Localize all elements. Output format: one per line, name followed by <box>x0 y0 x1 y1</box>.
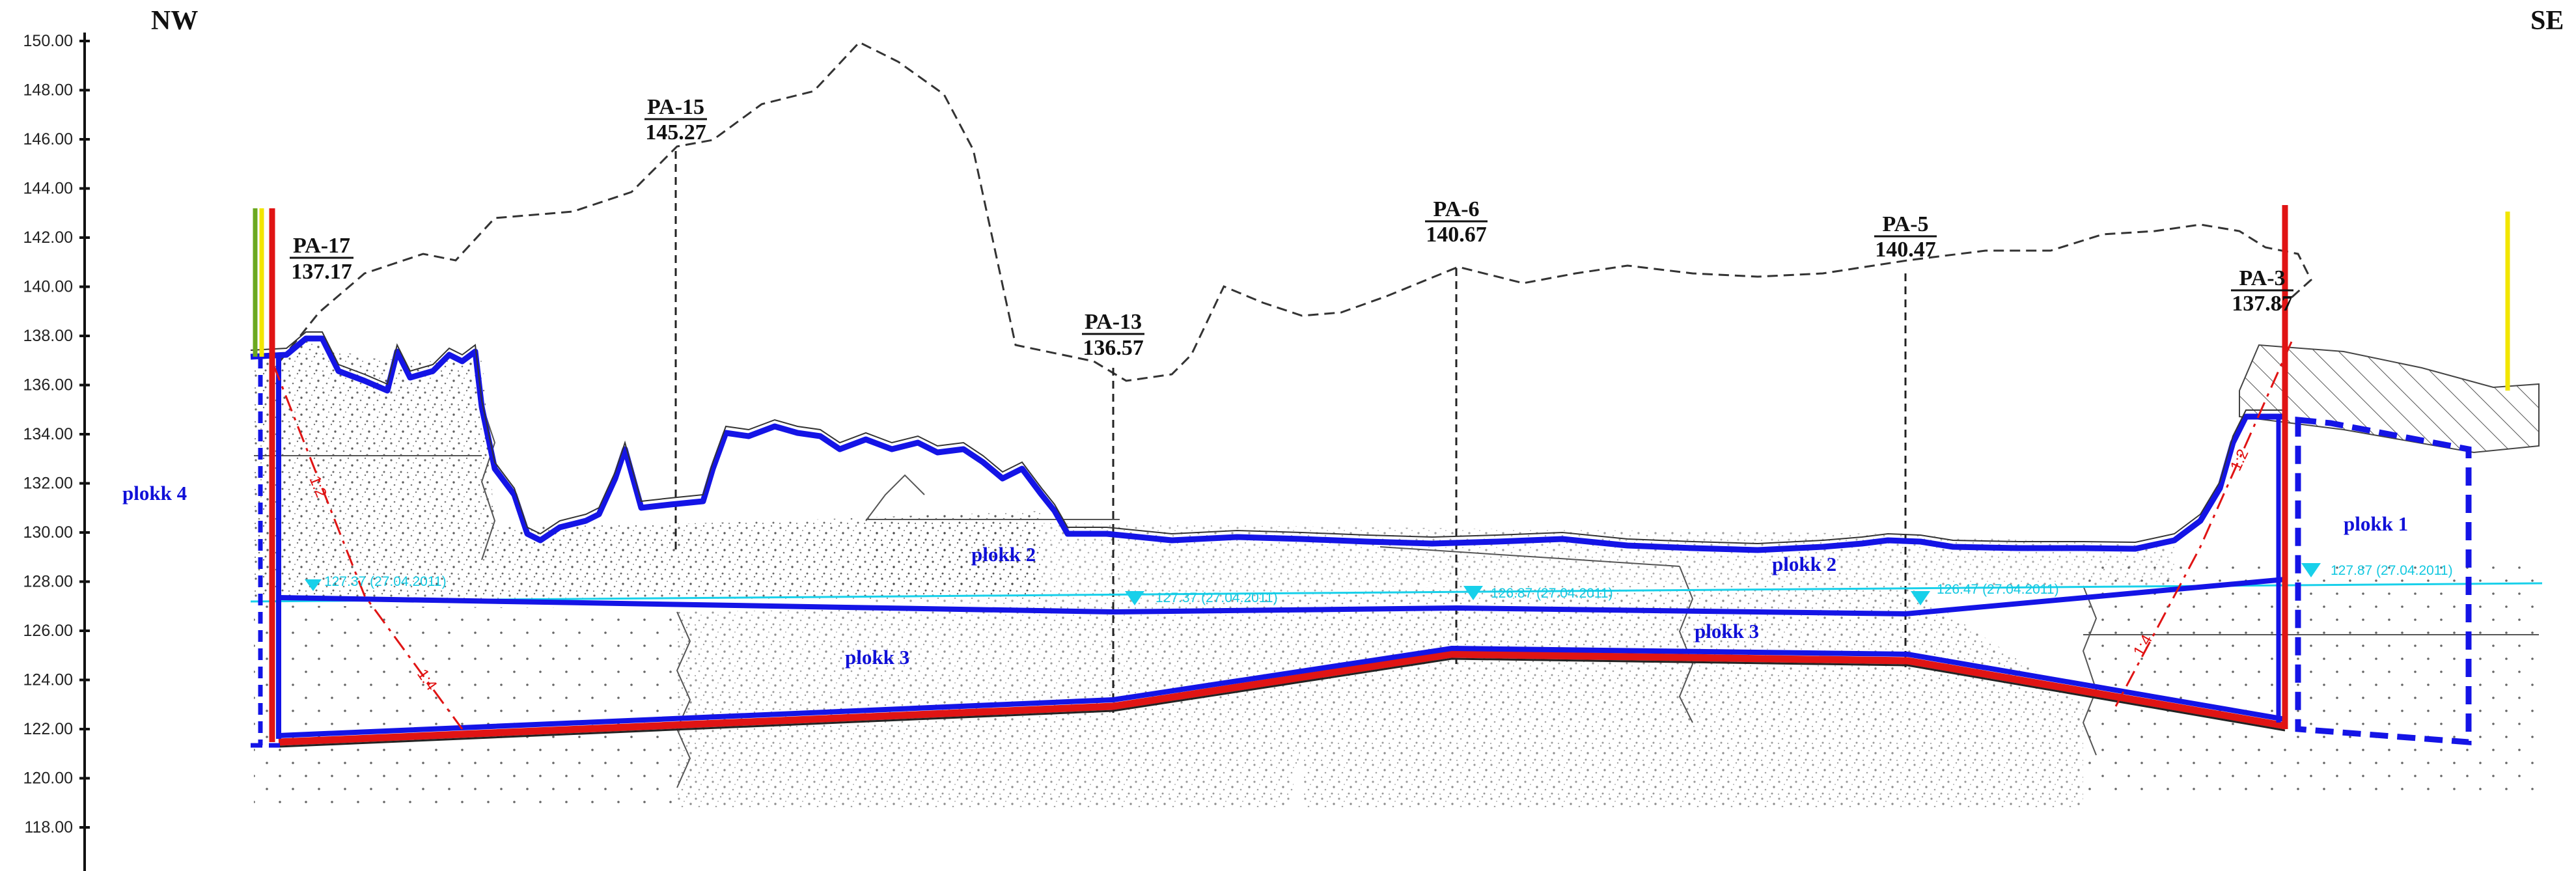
water-level-label: 126.87 (27.04.2011) <box>1491 586 1613 601</box>
borehole-name: PA-6 <box>1433 197 1479 221</box>
borehole-label: PA-5 140.47 <box>1874 212 1937 262</box>
borehole-label: PA-3 137.87 <box>2231 266 2293 316</box>
axis-tick-label: 148.00 <box>23 81 73 100</box>
block-label: plokk 3 <box>1695 620 1759 643</box>
slope-lines <box>272 341 2293 730</box>
borehole-name: PA-3 <box>2239 266 2285 290</box>
water-level-markers: 127.37 (27.04.2011) 127.37 (27.04.2011) … <box>305 563 2453 605</box>
water-marker: 127.37 (27.04.2011) <box>1125 590 1278 605</box>
water-level-label: 127.37 (27.04.2011) <box>324 574 447 589</box>
block-1-outline <box>2295 417 2472 745</box>
orientation-nw: NW <box>151 6 198 36</box>
axis-tick-label: 124.00 <box>23 671 73 689</box>
borehole-label: PA-17 137.17 <box>290 234 353 284</box>
right-wall <box>2276 205 2510 745</box>
axis-tick-label: 136.00 <box>23 376 73 394</box>
water-marker: 126.47 (27.04.2011) <box>1911 582 2059 605</box>
elevation-axis: 150.00 148.00 146.00 144.00 142.00 140.00 138.… <box>23 32 90 871</box>
axis-tick-label: 140.00 <box>23 278 73 296</box>
borehole-label: PA-6 140.67 <box>1425 197 1488 247</box>
excavation-top-contour <box>250 335 2285 553</box>
borehole-name: PA-13 <box>1085 310 1142 334</box>
water-table <box>250 582 2543 603</box>
borehole-elevation: 136.57 <box>1083 336 1144 360</box>
borehole-name: PA-17 <box>293 234 350 258</box>
excavation-bottom <box>278 645 2286 738</box>
excavation-bottom-edge <box>278 657 2286 748</box>
excavation-top-outline <box>250 331 2285 545</box>
borehole-elevation: 137.17 <box>291 260 352 284</box>
borehole-label: PA-13 136.57 <box>1082 310 1144 360</box>
axis-tick-label: 128.00 <box>23 573 73 591</box>
fill-deep-soil <box>677 586 2083 807</box>
axis-tick-label: 118.00 <box>24 818 73 836</box>
left-wall <box>251 208 281 748</box>
water-level-label: 127.87 (27.04.2011) <box>2331 563 2453 578</box>
water-marker: 126.87 (27.04.2011) <box>1463 586 1613 601</box>
axis-tick-label: 146.00 <box>23 130 73 148</box>
axis-tick-label: 122.00 <box>23 720 73 738</box>
borehole-lines <box>674 151 1907 713</box>
axis-tick-label: 130.00 <box>23 523 73 542</box>
borehole-label: PA-15 145.27 <box>644 95 707 145</box>
water-marker: 127.87 (27.04.2011) <box>2301 563 2453 578</box>
borehole-name: PA-15 <box>647 95 704 119</box>
block-label: plokk 2 <box>1772 553 1836 575</box>
layer-boundaries <box>254 403 2539 788</box>
axis-tick-label: 126.00 <box>23 622 73 640</box>
water-marker: 127.37 (27.04.2011) <box>305 574 447 591</box>
water-level-label: 127.37 (27.04.2011) <box>1156 590 1278 605</box>
axis-tick-label: 142.00 <box>23 228 73 247</box>
block-label: plokk 1 <box>2344 512 2408 535</box>
fill-upper-soil <box>254 339 1042 599</box>
fill-lower-sparse <box>254 566 2539 807</box>
block-label: plokk 2 <box>971 543 1036 566</box>
block-labels: plokk 4 plokk 2 plokk 3 plokk 2 plokk 3 … <box>122 482 2408 669</box>
borehole-name: PA-5 <box>1882 212 1928 236</box>
borehole-elevation: 140.47 <box>1875 238 1936 262</box>
terrain-profile <box>279 41 2312 382</box>
block-label: plokk 4 <box>122 482 187 505</box>
axis-tick-label: 132.00 <box>23 475 73 493</box>
water-level-label: 126.47 (27.04.2011) <box>1937 582 2059 597</box>
borehole-elevation: 140.67 <box>1426 223 1487 247</box>
borehole-elevation: 145.27 <box>645 120 706 145</box>
borehole-elevation: 137.87 <box>2232 292 2293 316</box>
axis-tick-label: 120.00 <box>23 769 73 788</box>
orientation-se: SE <box>2530 6 2564 36</box>
excavation-midline <box>278 577 2286 617</box>
borehole-labels: PA-17 137.17 PA-15 145.27 PA-13 136.57 P… <box>290 95 2293 360</box>
axis-tick-label: 138.00 <box>23 327 73 345</box>
axis-tick-label: 134.00 <box>23 425 73 443</box>
soil-layers <box>254 339 2540 807</box>
fill-fill-hatch <box>2239 344 2540 454</box>
axis-tick-label: 150.00 <box>23 32 73 50</box>
excavation-bottom-liner <box>278 650 2286 746</box>
block-label: plokk 3 <box>845 646 909 669</box>
axis-tick-label: 144.00 <box>23 180 73 198</box>
